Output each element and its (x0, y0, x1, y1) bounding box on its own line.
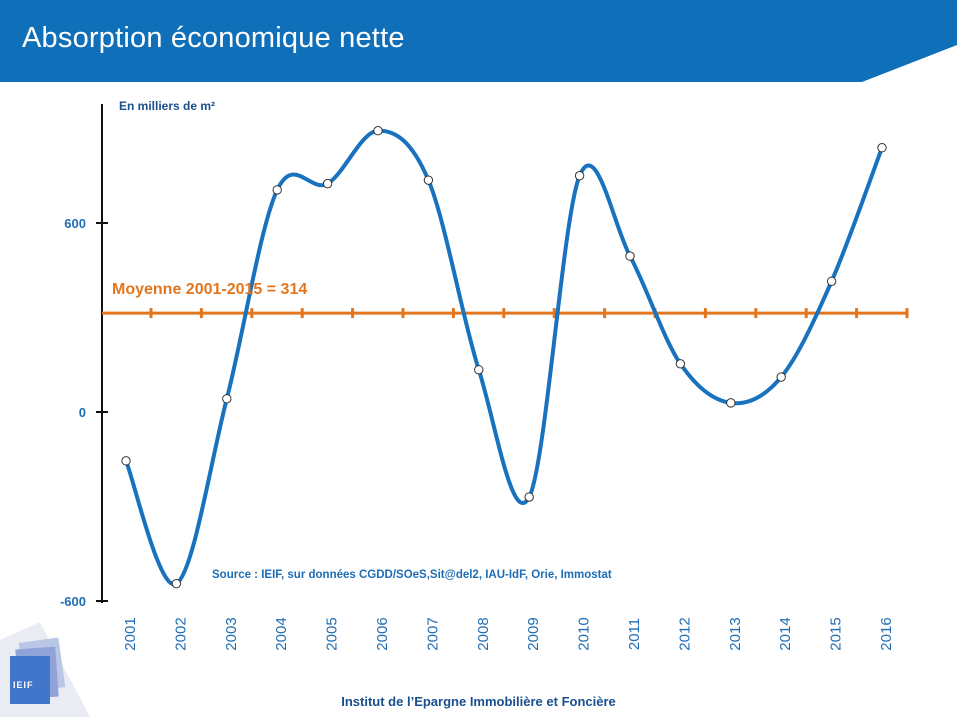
data-point-2004 (272, 185, 282, 195)
ieif-logo: IEIF (0, 622, 90, 717)
x-tick-label: 2008 (475, 617, 492, 650)
average-line-layer (102, 308, 909, 319)
axes-layer (96, 104, 108, 603)
data-point-2006 (373, 126, 383, 136)
data-point-2014 (776, 372, 786, 382)
data-point-2001 (121, 456, 131, 466)
series-line (124, 128, 884, 586)
x-tick-label: 2003 (223, 617, 240, 650)
x-tick-label: 2014 (777, 617, 794, 650)
data-point-2002 (171, 578, 182, 589)
header-background (0, 0, 957, 82)
average-line-label: Moyenne 2001-2015 = 314 (112, 281, 307, 298)
data-point-2005 (322, 178, 333, 189)
x-tick-label: 2011 (626, 618, 643, 650)
x-tick-label: 2016 (878, 617, 895, 650)
data-point-2016 (877, 143, 887, 153)
footer-institution: Institut de l’Epargne Immobilière et Fon… (341, 694, 616, 709)
x-tick-label: 2004 (273, 617, 290, 650)
data-point-2011 (625, 251, 635, 261)
x-tick-label: 2007 (424, 617, 441, 650)
x-tick-label: 2001 (122, 617, 139, 650)
chart-text-layer: 600 0 -600 En milliers de m² Moyenne 2001-20… (60, 99, 895, 651)
x-tick-label: 2009 (525, 617, 542, 650)
data-point-2010 (574, 171, 585, 181)
x-tick-label: 2012 (676, 617, 693, 650)
page-title: Absorption économique nette (22, 22, 405, 54)
header-banner: Absorption économique nette (0, 0, 957, 82)
x-tick-label: 2005 (324, 617, 341, 650)
logo-mark (0, 622, 90, 717)
data-point-2008 (474, 365, 484, 375)
y-tick-label: -600 (60, 594, 86, 609)
x-tick-label: 2010 (576, 617, 593, 650)
series-layer (121, 126, 887, 589)
y-tick-label: 0 (79, 405, 86, 420)
x-tick-label: 2013 (727, 617, 744, 650)
data-point-2007 (423, 175, 434, 185)
y-tick-label: 600 (64, 216, 86, 231)
x-tick-label: 2015 (828, 617, 845, 650)
x-tick-label: 2002 (172, 617, 189, 650)
y-unit-label: En milliers de m² (119, 99, 215, 113)
data-point-2013 (726, 398, 736, 408)
x-tick-label: 2006 (374, 617, 391, 650)
logo-text: IEIF (13, 680, 34, 690)
data-point-2012 (675, 359, 686, 369)
source-annotation: Source : IEIF, sur données CGDD/SOeS,Sit… (212, 569, 612, 581)
data-point-2003 (222, 394, 232, 404)
data-point-2009 (524, 492, 534, 502)
data-point-2015 (826, 276, 837, 286)
